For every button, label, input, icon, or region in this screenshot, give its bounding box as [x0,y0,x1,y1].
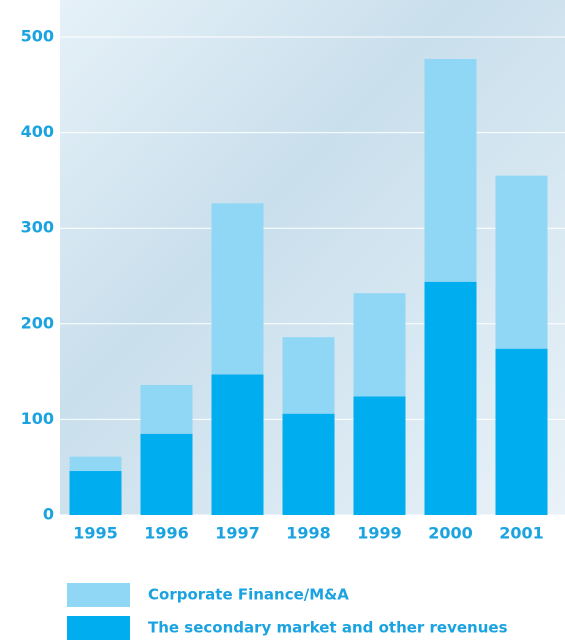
bar-segment [283,337,335,413]
bar-segment [354,293,406,396]
bar-segment [212,374,264,515]
bar-segment [496,176,548,349]
x-tick-label: 1996 [144,524,189,543]
x-tick-label: 1997 [215,524,260,543]
bar-segment [425,282,477,515]
chart: 0 100 200 300 400 500 1995 1996 1997 1998 1999 2000… [0,0,565,643]
bar-segment [141,434,193,515]
legend-swatch [67,616,130,640]
bar-segment [70,457,122,471]
bar-segment [141,385,193,434]
y-tick-label: 100 [21,409,54,428]
bar-segment [70,471,122,515]
y-tick-label: 0 [43,505,54,524]
x-tick-label: 2000 [428,524,473,543]
bar-segment [283,414,335,515]
x-tick-label: 2001 [499,524,544,543]
y-tick-label: 200 [21,313,54,332]
legend-label: The secondary market and other revenues [148,619,508,637]
x-tick-label: 1998 [286,524,331,543]
x-tick-label: 1995 [73,524,118,543]
x-tick-label: 1999 [357,524,402,543]
y-tick-label: 300 [21,218,54,237]
y-tick-label: 400 [21,122,54,141]
legend-label: Corporate Finance/M&A [148,586,349,604]
bar-segment [212,203,264,374]
y-tick-label: 500 [21,27,54,46]
bar-segment [425,59,477,282]
bar-segment [354,396,406,515]
bar-segment [496,349,548,515]
legend-swatch [67,583,130,607]
